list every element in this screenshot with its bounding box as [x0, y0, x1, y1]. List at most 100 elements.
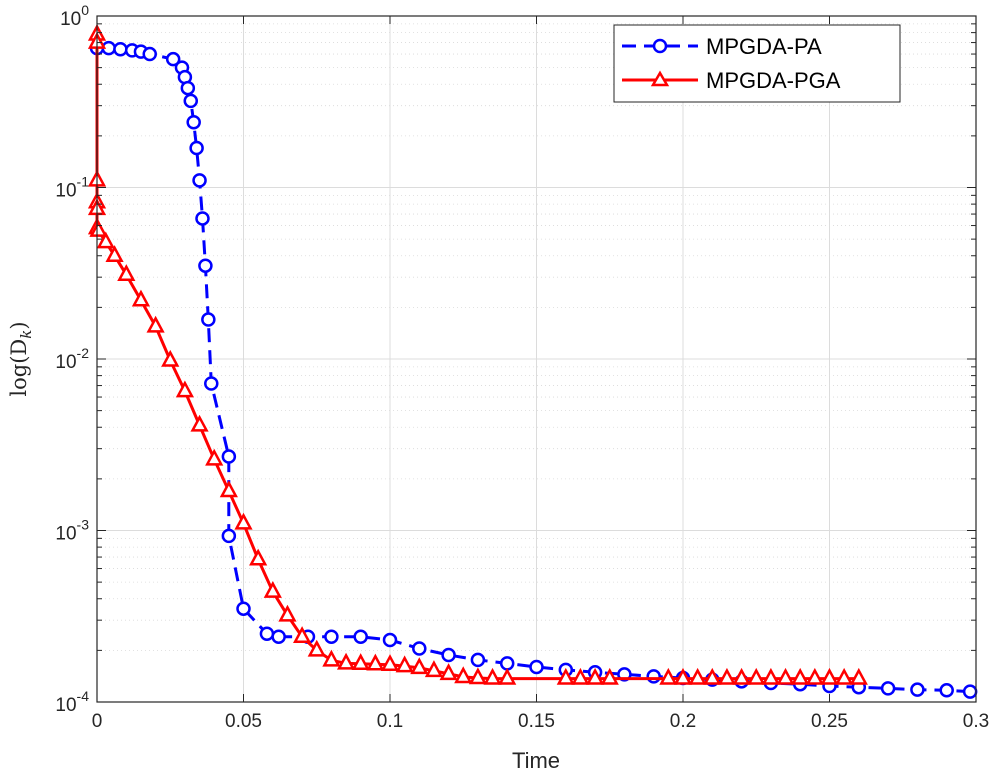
data-point: [424, 660, 444, 678]
data-point: [198, 258, 213, 273]
y-tick-label: 10-4: [55, 688, 89, 716]
data-point: [529, 659, 544, 675]
data-point: [113, 41, 128, 57]
data-point: [805, 667, 824, 685]
data-point: [189, 140, 204, 156]
y-axis-label-close: ): [7, 321, 31, 329]
data-point: [717, 667, 737, 685]
data-point: [470, 652, 486, 668]
data-point: [161, 349, 180, 367]
tick-marks: [96, 15, 977, 703]
data-point: [441, 647, 456, 663]
legend-marker-mpgda-pa: [652, 38, 668, 54]
legend-box: [613, 24, 901, 103]
x-tick-label: 0.2: [670, 711, 696, 732]
data-point: [131, 289, 151, 307]
y-tick-label: 100: [60, 2, 89, 30]
x-tick-label: 0.05: [225, 711, 262, 732]
data-point: [673, 667, 693, 685]
data-point: [454, 666, 473, 684]
y-tick-label: 10-2: [55, 345, 89, 373]
data-point: [468, 667, 487, 685]
data-point: [271, 629, 286, 645]
data-point: [249, 548, 268, 566]
data-point: [175, 380, 194, 398]
data-point: [165, 51, 181, 67]
data-point: [353, 629, 368, 645]
y-tick-label: 10-3: [55, 517, 89, 545]
data-point: [234, 512, 253, 530]
y-axis-label-sub: k: [17, 330, 35, 339]
data-point: [732, 667, 751, 685]
data-point: [146, 315, 165, 333]
data-point: [499, 656, 515, 671]
data-point: [761, 667, 780, 685]
x-tick-labels: 0 0.05 0.1 0.15 0.2 0.25 0.3: [92, 711, 990, 732]
data-point: [600, 667, 619, 685]
data-point: [195, 211, 210, 226]
data-point: [820, 667, 839, 685]
data-point: [410, 657, 429, 675]
data-point: [307, 639, 326, 657]
data-point: [412, 641, 427, 656]
legend: MPGDA-PA MPGDA-PGA: [613, 24, 901, 103]
y-tick-labels: 100 10-1 10-2 10-3 10-4: [55, 2, 89, 716]
legend-label-mpgda-pga: MPGDA-PGA: [706, 68, 841, 93]
data-point: [962, 684, 978, 699]
data-point: [336, 652, 356, 670]
data-point: [186, 115, 201, 130]
data-point: [259, 626, 275, 642]
data-point: [219, 480, 238, 498]
data-point: [236, 601, 251, 616]
data-point: [880, 681, 896, 696]
data-point: [105, 245, 124, 262]
data-point: [395, 655, 414, 673]
data-point: [776, 667, 795, 685]
legend-marker-mpgda-pga: [650, 70, 670, 87]
data-point: [322, 649, 341, 667]
data-point: [556, 667, 575, 685]
y-axis-label: log(Dk): [7, 321, 35, 396]
data-point: [293, 626, 312, 644]
data-point: [910, 682, 925, 697]
data-point: [366, 653, 385, 671]
data-point: [117, 264, 136, 281]
data-point: [571, 667, 590, 685]
data-point: [96, 231, 115, 249]
data-point: [142, 46, 157, 62]
data-point: [221, 528, 237, 544]
data-point: [278, 604, 297, 622]
data-point: [190, 414, 209, 432]
data-point: [849, 667, 868, 685]
data-point: [659, 667, 678, 685]
data-point: [205, 448, 224, 466]
data-point: [747, 667, 766, 685]
data-point: [439, 663, 458, 681]
data-point: [483, 667, 502, 685]
data-point: [498, 667, 517, 685]
data-point: [192, 173, 207, 188]
x-tick-label: 0.3: [963, 711, 989, 732]
data-point: [324, 629, 339, 645]
x-tick-label: 0.1: [377, 711, 403, 732]
data-point: [939, 683, 954, 698]
data-point: [221, 449, 237, 464]
y-tick-label: 10-1: [55, 174, 89, 202]
data-point: [382, 632, 398, 648]
data-point: [380, 654, 400, 671]
data-point: [351, 653, 370, 671]
data-point: [89, 220, 108, 237]
x-axis-label: Time: [512, 748, 560, 773]
data-point: [201, 312, 216, 327]
data-point: [646, 669, 661, 684]
y-axis-label-main: log(D: [7, 339, 31, 397]
data-point: [791, 667, 810, 685]
x-tick-label: 0: [92, 711, 103, 732]
data-point: [263, 581, 282, 598]
data-point: [586, 667, 605, 685]
x-tick-label: 0.25: [811, 711, 848, 732]
data-point: [180, 80, 196, 96]
data-point: [688, 667, 707, 685]
data-point: [835, 667, 854, 685]
